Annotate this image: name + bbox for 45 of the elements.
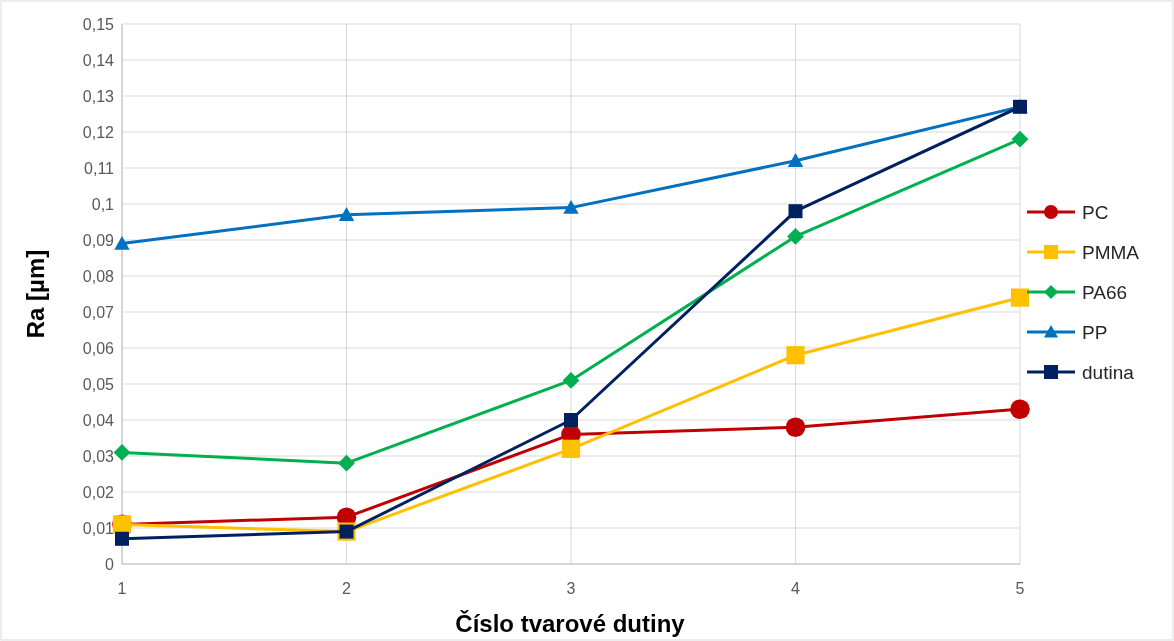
point	[114, 235, 130, 250]
point	[1010, 399, 1030, 419]
legend-label: PMMA	[1082, 241, 1140, 263]
legend-label: PA66	[1082, 281, 1128, 303]
point	[564, 413, 578, 427]
point	[788, 204, 803, 219]
y-tick-label: 0,07	[82, 303, 115, 321]
y-tick-label: 0,12	[82, 123, 115, 141]
point	[787, 153, 804, 167]
y-tick-label: 0,06	[82, 339, 115, 357]
point	[785, 417, 806, 437]
x-tick-label: 5	[1015, 580, 1025, 597]
y-tick-label: 0,14	[82, 51, 115, 69]
point	[338, 207, 355, 221]
legend-label: PP	[1082, 321, 1108, 343]
x-tick-label: 4	[791, 580, 801, 597]
y-tick-label: 0,03	[82, 447, 115, 465]
point	[338, 454, 355, 472]
x-tick-label: 2	[342, 580, 352, 597]
y-tick-label: 0,08	[82, 267, 115, 285]
y-axis-title: Ra [µm]	[22, 249, 49, 339]
y-tick-label: 0,13	[82, 87, 115, 105]
legend-label: PC	[1082, 201, 1109, 223]
point	[787, 228, 804, 245]
x-tick-label: 3	[566, 580, 576, 597]
legend-label: dutina	[1082, 361, 1135, 383]
y-tick-label: 0,09	[82, 231, 115, 249]
point	[115, 531, 129, 546]
point	[562, 372, 580, 389]
point	[1010, 288, 1030, 307]
point	[113, 444, 131, 461]
point	[1011, 130, 1029, 148]
y-tick-label: 0,11	[84, 159, 115, 177]
y-tick-label: 0,02	[82, 483, 115, 501]
x-tick-label: 1	[117, 580, 127, 597]
point	[786, 346, 805, 365]
y-tick-label: 0,15	[82, 15, 115, 33]
y-tick-label: 0,1	[91, 195, 115, 213]
y-tick-label: 0,04	[82, 411, 115, 429]
y-tick-label: 0,05	[82, 375, 115, 393]
y-tick-label: 0,01	[82, 519, 115, 537]
x-axis-title: Číslo tvarové dutiny	[455, 610, 686, 637]
y-tick-label: 0	[105, 555, 115, 573]
point	[563, 199, 579, 214]
point	[561, 439, 581, 458]
